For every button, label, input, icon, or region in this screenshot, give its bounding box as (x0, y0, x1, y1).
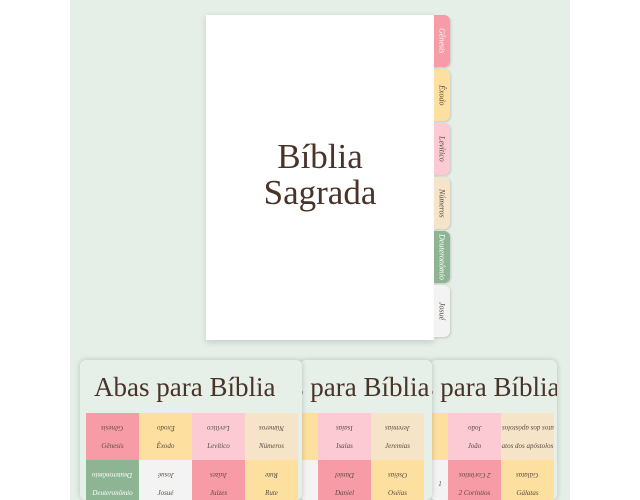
cell-label-flipped: Josué (157, 470, 174, 479)
cover-title: Bíblia Sagrada (206, 139, 434, 211)
tab-cell: 2 Coríntios 2 Coríntios (448, 460, 501, 500)
tab-5: Deuteronômio (434, 231, 450, 283)
cell-label-flipped: Êxodo (156, 423, 175, 432)
tab-cell: Deuteronômio Deuteronômio (86, 460, 139, 500)
cell-label-flipped: Oséias (387, 470, 408, 479)
card-title: Abas para Bíblia (430, 372, 557, 402)
tab-label: Josué (437, 301, 447, 321)
cell-label-flipped: Gálatas (516, 470, 539, 479)
cell-label: Levítico (207, 441, 230, 450)
cell-label-flipped: atos dos apóstolos (501, 423, 554, 432)
cell-label-flipped: Levítico (207, 423, 230, 432)
tab-cell: 1 (432, 460, 448, 500)
tab-sheet-card: Abas para Bíblia João João atos dos apóstol… (430, 360, 557, 500)
tab-cell: Gálatas Gálatas (501, 460, 554, 500)
tab-cell: Daniel Daniel (318, 460, 371, 500)
cell-label: Êxodo (156, 441, 175, 450)
cell-label: Gálatas (516, 488, 539, 497)
cell-label: Gênesis (101, 441, 124, 450)
cell-label: João (467, 441, 482, 450)
tab-cell: Isaías Isaías (318, 413, 371, 460)
tab-1: Gênesis (434, 15, 450, 67)
tab-cell: Rute Rute (245, 460, 298, 500)
tab-label: Deuteronômio (437, 234, 447, 280)
tab-2: Êxodo (434, 69, 450, 121)
tab-cell: Levítico Levítico (192, 413, 245, 460)
cell-label: Josué (157, 488, 174, 497)
cell-label: Daniel (334, 488, 355, 497)
tab-cell: Gênesis Gênesis (86, 413, 139, 460)
cell-label-flipped: João (467, 423, 482, 432)
tab-cell: Êxodo Êxodo (139, 413, 192, 460)
tab-cell (302, 460, 318, 500)
cell-label-flipped: Rute (265, 470, 278, 479)
tab-cell (432, 413, 448, 460)
cell-label: Isaías (336, 441, 353, 450)
cell-label: Números (258, 441, 285, 450)
cell-label-flipped: Jeremias (384, 423, 410, 432)
cell-label: atos dos apóstolos (501, 441, 554, 450)
bible-cover-page: Bíblia Sagrada (206, 15, 434, 340)
tab-cell: Oséias Oséias (371, 460, 424, 500)
tab-sheet-card: Abas para Bíblia Gênesis Gênesis Êxodo Êxodo… (80, 360, 302, 500)
tab-label: Êxodo (437, 84, 447, 106)
tab-label: Levítico (437, 136, 447, 162)
cell-label: Deuteronômio (92, 488, 133, 497)
cover-title-line2: Sagrada (263, 173, 377, 212)
tab-3: Levítico (434, 123, 450, 175)
cell-label-flipped: Números (258, 423, 285, 432)
tab-4: Números (434, 177, 450, 229)
card-title: Abas para Bíblia (94, 372, 276, 402)
tab-6: Josué (434, 285, 450, 337)
tab-cell: João João (448, 413, 501, 460)
tab-cell: Jeremias Jeremias (371, 413, 424, 460)
cell-label: 2 Coríntios (458, 488, 491, 497)
cell-label-flipped: Deuteronômio (92, 470, 133, 479)
tab-label: Gênesis (437, 28, 447, 54)
tab-cell: atos dos apóstolos atos dos apóstolos (501, 413, 554, 460)
cell-label: Rute (265, 488, 278, 497)
tab-cell: Juízes Juízes (192, 460, 245, 500)
tab-sheet-card: Abas para BíbliaIsaíasIsaíasJeremiasJere… (300, 360, 432, 500)
tab-cell (302, 413, 318, 460)
cell-label-flipped: 2 Coríntios (458, 470, 491, 479)
tab-cell: Números Números (245, 413, 298, 460)
cell-label: Juízes (209, 488, 228, 497)
cell-label-flipped: Isaías (336, 423, 353, 432)
cover-title-line1: Bíblia (277, 137, 363, 176)
tab-label: Números (437, 188, 447, 218)
cell-label: Oséias (387, 488, 408, 497)
tab-cell: Josué Josué (139, 460, 192, 500)
cell-label: 1 (438, 479, 442, 488)
card-title: Abas para Bíblia (300, 372, 430, 402)
cell-label-flipped: Daniel (334, 470, 355, 479)
cell-label-flipped: Gênesis (101, 423, 124, 432)
cell-label-flipped: Juízes (209, 470, 228, 479)
cell-label: Jeremias (384, 441, 410, 450)
